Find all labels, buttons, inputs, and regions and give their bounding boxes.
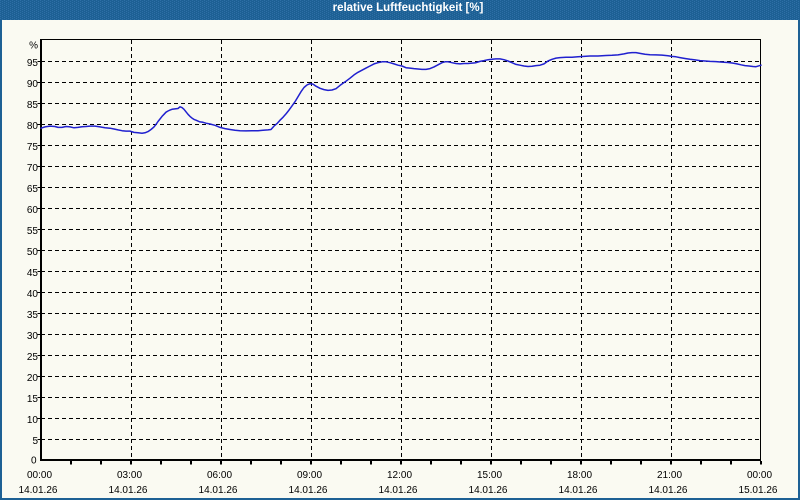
svg-text:85: 85 bbox=[27, 100, 39, 111]
svg-text:00:00: 00:00 bbox=[27, 470, 52, 481]
svg-text:09:00: 09:00 bbox=[297, 470, 322, 481]
svg-text:14.01.26: 14.01.26 bbox=[649, 485, 688, 496]
svg-text:25: 25 bbox=[27, 352, 39, 363]
svg-text:80: 80 bbox=[27, 121, 39, 132]
svg-text:14.01.26: 14.01.26 bbox=[559, 485, 598, 496]
svg-text:18:00: 18:00 bbox=[567, 470, 592, 481]
svg-text:03:00: 03:00 bbox=[117, 470, 142, 481]
svg-text:06:00: 06:00 bbox=[207, 470, 232, 481]
svg-text:60: 60 bbox=[27, 205, 39, 216]
svg-text:15.01.26: 15.01.26 bbox=[739, 485, 778, 496]
svg-text:0: 0 bbox=[31, 456, 37, 467]
svg-text:14.01.26: 14.01.26 bbox=[19, 485, 58, 496]
svg-text:%: % bbox=[29, 41, 38, 52]
svg-text:21:00: 21:00 bbox=[657, 470, 682, 481]
svg-text:5: 5 bbox=[32, 436, 38, 447]
svg-text:00:00: 00:00 bbox=[747, 470, 772, 481]
svg-text:10: 10 bbox=[27, 415, 39, 426]
svg-text:35: 35 bbox=[27, 310, 39, 321]
svg-text:75: 75 bbox=[27, 142, 39, 153]
svg-text:14.01.26: 14.01.26 bbox=[199, 485, 238, 496]
svg-text:95: 95 bbox=[27, 58, 39, 69]
svg-text:50: 50 bbox=[27, 247, 39, 258]
svg-text:15:00: 15:00 bbox=[477, 470, 502, 481]
svg-text:15: 15 bbox=[27, 394, 39, 405]
svg-text:14.01.26: 14.01.26 bbox=[289, 485, 328, 496]
svg-text:30: 30 bbox=[27, 331, 39, 342]
svg-text:14.01.26: 14.01.26 bbox=[379, 485, 418, 496]
svg-text:12:00: 12:00 bbox=[387, 470, 412, 481]
svg-text:45: 45 bbox=[27, 268, 39, 279]
svg-text:70: 70 bbox=[27, 163, 39, 174]
svg-text:90: 90 bbox=[27, 79, 39, 90]
svg-text:40: 40 bbox=[27, 289, 39, 300]
svg-text:14.01.26: 14.01.26 bbox=[109, 485, 148, 496]
svg-text:55: 55 bbox=[27, 226, 39, 237]
svg-text:20: 20 bbox=[27, 373, 39, 384]
svg-text:14.01.26: 14.01.26 bbox=[469, 485, 508, 496]
svg-text:65: 65 bbox=[27, 184, 39, 195]
